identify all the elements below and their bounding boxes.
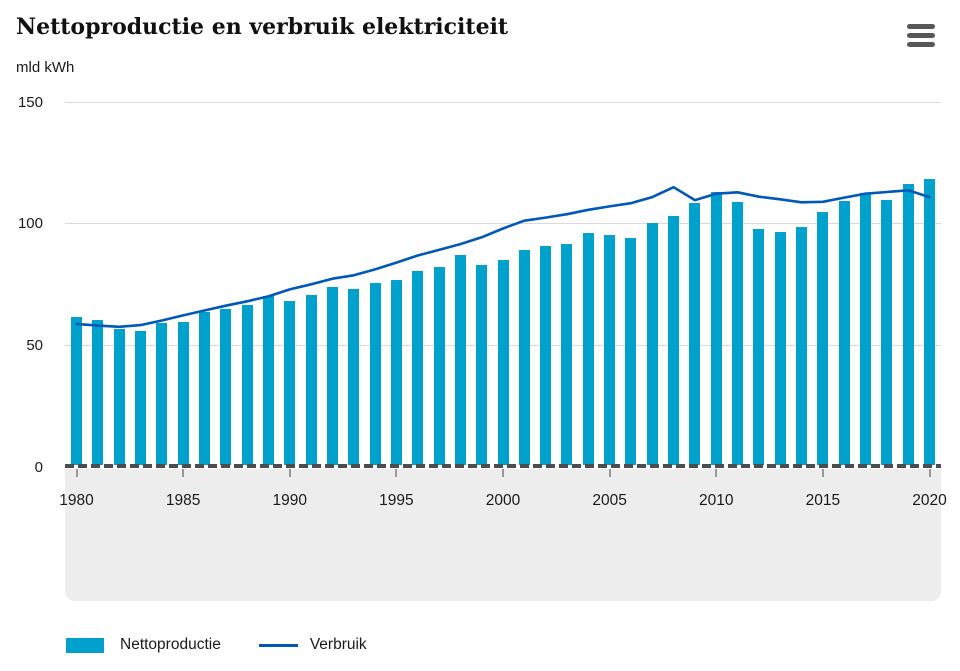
legend: Nettoproductie Verbruik — [66, 634, 367, 656]
y-tick-label-0: 0 — [34, 458, 43, 476]
bar-1994[interactable] — [369, 282, 381, 465]
bar-2019[interactable] — [902, 183, 914, 465]
x-tick-label-2005: 2005 — [592, 492, 627, 509]
hamburger-bar — [907, 32, 935, 38]
bar-1987[interactable] — [220, 309, 232, 465]
gridline-150 — [65, 101, 941, 103]
x-tick-2000 — [502, 469, 504, 477]
x-tick-1985 — [182, 469, 185, 477]
legend-item-nettoproductie[interactable]: Nettoproductie — [120, 636, 221, 653]
bar-1990[interactable] — [284, 301, 296, 465]
x-tick-1995 — [395, 469, 398, 477]
x-tick-label-1980: 1980 — [59, 492, 94, 509]
y-tick-label-100: 100 — [17, 215, 43, 233]
y-tick-label-50: 50 — [26, 336, 43, 354]
bar-2016[interactable] — [838, 201, 850, 465]
bar-1996[interactable] — [412, 271, 424, 465]
bar-2010[interactable] — [710, 192, 722, 465]
bar-1984[interactable] — [156, 322, 168, 465]
x-tick-label-1990: 1990 — [272, 492, 307, 509]
bar-2000[interactable] — [497, 260, 509, 465]
bar-2009[interactable] — [689, 203, 701, 465]
hamburger-bar — [907, 41, 935, 47]
bar-2018[interactable] — [881, 200, 893, 465]
bar-1980[interactable] — [71, 316, 82, 465]
y-tick-label-150: 150 — [17, 93, 43, 111]
legend-item-verbruik[interactable]: Verbruik — [309, 636, 367, 653]
bar-1993[interactable] — [348, 289, 360, 465]
x-tick-2010 — [715, 469, 718, 477]
hamburger-menu-icon[interactable] — [904, 20, 938, 50]
bar-2006[interactable] — [625, 238, 637, 465]
bar-2007[interactable] — [646, 222, 658, 465]
bar-1981[interactable] — [92, 320, 104, 465]
bar-1988[interactable] — [241, 304, 253, 465]
bar-1985[interactable] — [177, 321, 189, 465]
bar-2004[interactable] — [582, 233, 594, 465]
bar-2005[interactable] — [604, 235, 616, 465]
bar-1986[interactable] — [198, 311, 210, 465]
bar-1992[interactable] — [326, 287, 338, 465]
bar-1999[interactable] — [476, 265, 488, 465]
bar-2003[interactable] — [561, 244, 573, 465]
bar-2013[interactable] — [774, 231, 786, 465]
bar-1989[interactable] — [262, 296, 274, 465]
bar-1997[interactable] — [433, 266, 445, 465]
x-tick-label-1985: 1985 — [165, 492, 201, 509]
bar-2017[interactable] — [860, 192, 872, 465]
bar-2002[interactable] — [540, 245, 552, 465]
x-tick-label-2000: 2000 — [485, 492, 521, 509]
x-tick-label-1995: 1995 — [379, 492, 414, 509]
bar-2014[interactable] — [796, 227, 808, 465]
x-tick-label-2020: 2020 — [912, 492, 947, 509]
bar-1991[interactable] — [305, 295, 317, 465]
x-axis-line — [65, 464, 941, 468]
bar-2011[interactable] — [732, 202, 744, 465]
legend-line-swatch — [258, 643, 298, 647]
x-tick-label-2010: 2010 — [699, 492, 734, 509]
line-series-verbruik — [75, 185, 931, 329]
x-tick-2005 — [608, 469, 611, 477]
hamburger-bar — [907, 23, 935, 29]
gridline-100 — [65, 223, 941, 225]
bar-1995[interactable] — [390, 279, 402, 465]
bar-1982[interactable] — [113, 329, 125, 465]
bar-2015[interactable] — [817, 211, 829, 465]
legend-bar-swatch — [66, 637, 104, 653]
x-tick-1980 — [75, 469, 78, 477]
y-axis-unit-label: mld kWh — [16, 59, 75, 76]
bar-2012[interactable] — [753, 229, 765, 465]
chart-footer — [65, 469, 941, 601]
bar-2020[interactable] — [924, 179, 935, 465]
x-tick-1990 — [288, 469, 291, 477]
x-tick-label-2015: 2015 — [805, 492, 841, 509]
x-tick-2020 — [928, 469, 931, 477]
bar-2001[interactable] — [518, 249, 530, 465]
bar-2008[interactable] — [668, 216, 680, 465]
bar-1998[interactable] — [454, 255, 466, 465]
bar-1983[interactable] — [134, 331, 146, 465]
page-title: Nettoproductie en verbruik elektriciteit — [16, 14, 509, 40]
x-tick-2015 — [821, 469, 824, 477]
